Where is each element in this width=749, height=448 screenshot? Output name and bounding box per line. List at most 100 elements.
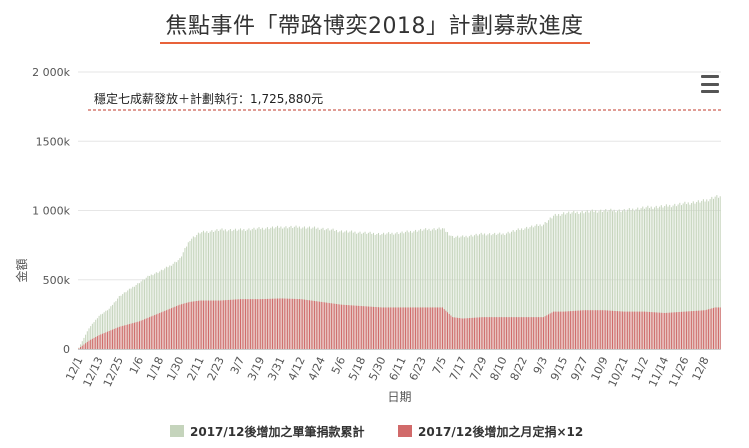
bar-monthly bbox=[707, 309, 709, 349]
bar-monthly bbox=[686, 311, 688, 349]
bar-single bbox=[202, 230, 204, 349]
bar-single bbox=[573, 210, 575, 349]
bar-monthly bbox=[534, 317, 536, 349]
bar-single bbox=[691, 203, 693, 349]
bar-single bbox=[361, 233, 363, 349]
bar-single bbox=[489, 233, 491, 349]
bar-monthly bbox=[640, 311, 642, 349]
bar-monthly bbox=[677, 312, 679, 349]
bar-single bbox=[546, 222, 548, 349]
bar-single bbox=[613, 209, 615, 349]
bar-monthly bbox=[268, 298, 270, 349]
bar-monthly bbox=[468, 318, 470, 349]
bar-monthly bbox=[485, 317, 487, 349]
bar-single bbox=[468, 236, 470, 349]
bar-monthly bbox=[177, 305, 179, 349]
bar-single bbox=[509, 233, 511, 349]
bar-single bbox=[692, 201, 694, 349]
bar-monthly bbox=[265, 298, 267, 349]
bar-single bbox=[669, 204, 671, 349]
bar-monthly bbox=[90, 339, 92, 349]
bar-monthly bbox=[152, 315, 154, 349]
legend-item[interactable]: 2017/12後增加之月定捐×12 bbox=[398, 424, 583, 439]
bar-monthly bbox=[447, 312, 449, 349]
bar-single bbox=[507, 231, 509, 349]
legend-swatch bbox=[170, 425, 184, 437]
bar-monthly bbox=[216, 300, 218, 349]
bar-monthly bbox=[711, 308, 713, 349]
bar-single bbox=[452, 235, 454, 349]
bar-single bbox=[487, 234, 489, 349]
bar-single bbox=[113, 302, 115, 349]
bar-single bbox=[667, 206, 669, 349]
bar-monthly bbox=[187, 302, 189, 349]
bar-monthly bbox=[415, 307, 417, 349]
bar-single bbox=[411, 232, 413, 349]
bar-single bbox=[647, 205, 649, 349]
bar-single bbox=[519, 230, 521, 349]
bar-single bbox=[270, 227, 272, 349]
bar-single bbox=[409, 230, 411, 349]
bar-monthly bbox=[226, 300, 228, 349]
bar-monthly bbox=[233, 299, 235, 349]
bar-monthly bbox=[453, 317, 455, 349]
bar-single bbox=[682, 203, 684, 349]
bar-single bbox=[182, 252, 184, 349]
bar-monthly bbox=[712, 307, 714, 349]
bar-monthly bbox=[292, 298, 294, 349]
bar-monthly bbox=[107, 331, 109, 349]
bar-monthly bbox=[303, 299, 305, 349]
bar-single bbox=[630, 210, 632, 349]
bar-single bbox=[278, 227, 280, 349]
bar-single bbox=[401, 231, 403, 349]
bar-single bbox=[480, 232, 482, 349]
bar-single bbox=[398, 234, 400, 349]
bar-single bbox=[585, 211, 587, 349]
bar-single bbox=[384, 234, 386, 349]
bar-single bbox=[514, 231, 516, 349]
legend-item[interactable]: 2017/12後增加之單筆捐款累計 bbox=[170, 424, 364, 439]
bar-monthly bbox=[371, 306, 373, 349]
bar-single bbox=[675, 206, 677, 349]
bar-single bbox=[309, 226, 311, 349]
bar-single bbox=[334, 230, 336, 349]
y-tick-label: 2 000k bbox=[32, 66, 70, 79]
bar-single bbox=[534, 225, 536, 349]
bar-monthly bbox=[564, 311, 566, 349]
bar-single bbox=[325, 229, 327, 349]
bar-single bbox=[500, 234, 502, 349]
bar-single bbox=[90, 326, 92, 349]
bar-monthly bbox=[181, 304, 183, 349]
bar-monthly bbox=[322, 302, 324, 349]
bar-monthly bbox=[367, 306, 369, 349]
bar-single bbox=[251, 229, 253, 349]
bar-single bbox=[445, 231, 447, 349]
bar-single bbox=[98, 315, 100, 349]
bar-monthly bbox=[204, 300, 206, 349]
bar-monthly bbox=[164, 310, 166, 349]
bar-monthly bbox=[283, 298, 285, 349]
bar-monthly bbox=[689, 311, 691, 349]
bar-single bbox=[371, 233, 373, 349]
bar-single bbox=[657, 208, 659, 349]
bar-monthly bbox=[282, 298, 284, 349]
bar-single bbox=[255, 229, 257, 349]
bar-single bbox=[246, 229, 248, 349]
bar-monthly bbox=[342, 304, 344, 349]
bar-single bbox=[105, 310, 107, 349]
bar-monthly bbox=[633, 311, 635, 349]
bar-single bbox=[80, 344, 82, 349]
bar-monthly bbox=[542, 317, 544, 349]
bar-single bbox=[623, 209, 625, 349]
bar-monthly bbox=[554, 311, 556, 349]
legend-label: 2017/12後增加之單筆捐款累計 bbox=[190, 424, 364, 439]
bar-single bbox=[595, 210, 597, 349]
bar-monthly bbox=[140, 320, 142, 349]
bar-single bbox=[261, 227, 263, 349]
bar-monthly bbox=[344, 304, 346, 349]
hamburger-menu-icon[interactable] bbox=[697, 73, 723, 95]
bar-single bbox=[492, 234, 494, 349]
bar-monthly bbox=[617, 311, 619, 349]
bar-monthly bbox=[694, 310, 696, 349]
bar-monthly bbox=[681, 311, 683, 349]
